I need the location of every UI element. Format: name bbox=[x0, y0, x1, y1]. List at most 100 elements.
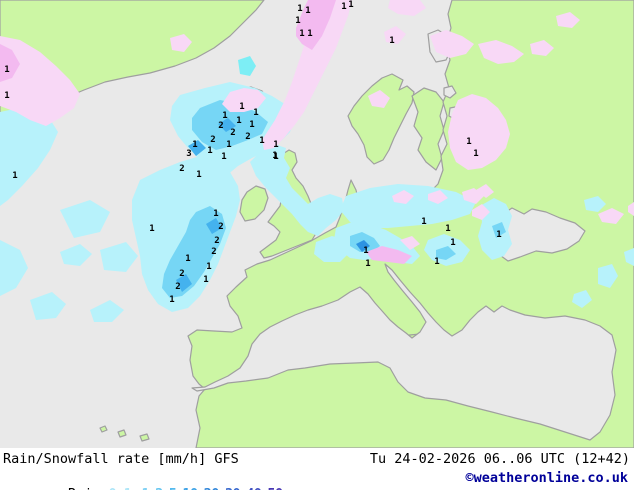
precip-value-label: 1 bbox=[389, 36, 394, 46]
rain-legend-value: 50 bbox=[267, 486, 283, 490]
precip-value-label: 1 bbox=[239, 102, 244, 112]
precip-value-label: 1 bbox=[473, 149, 478, 159]
precip-value-label: 1 bbox=[196, 170, 201, 180]
precip-value-label: 1 bbox=[213, 209, 218, 219]
rain-area bbox=[188, 140, 206, 156]
rain-area bbox=[436, 246, 456, 260]
snow-area bbox=[0, 36, 80, 126]
precip-value-label: 1 bbox=[259, 136, 264, 146]
rain-area bbox=[60, 244, 92, 266]
rain-area bbox=[624, 248, 634, 266]
snow-area bbox=[222, 88, 266, 112]
rain-area bbox=[250, 144, 344, 236]
snow-area bbox=[384, 26, 406, 44]
rain-legend-value: 10 bbox=[182, 486, 198, 490]
snow-area bbox=[400, 236, 420, 250]
rain-legend-value: 40 bbox=[246, 486, 262, 490]
precip-value-label: 1 bbox=[363, 246, 368, 256]
rain-legend-value: 20 bbox=[204, 486, 220, 490]
precip-value-label: 1 bbox=[305, 6, 310, 16]
snow-area bbox=[476, 184, 494, 198]
caption-area: Rain/Snowfall rate [mm/h] GFS Tu 24-02-2… bbox=[0, 448, 634, 490]
precip-value-label: 1 bbox=[253, 108, 258, 118]
snow-area bbox=[472, 204, 490, 220]
rain-area bbox=[238, 56, 256, 76]
sea-mediterranean bbox=[191, 263, 617, 441]
precip-value-label: 1 bbox=[466, 137, 471, 147]
copyright-text: ©weatheronline.co.uk bbox=[465, 470, 628, 486]
rain-area bbox=[356, 240, 370, 252]
precip-value-label: 1 bbox=[192, 140, 197, 150]
snow-area bbox=[448, 94, 510, 170]
precip-value-label: 1 bbox=[273, 152, 278, 162]
precip-value-label: 2 bbox=[175, 282, 180, 292]
rain-legend-label: Rain bbox=[68, 486, 101, 490]
precip-value-label: 1 bbox=[307, 29, 312, 39]
rain-legend-scale: 0.1 1 2 5 10 20 30 40 50 bbox=[109, 486, 289, 490]
precip-value-label: 1 bbox=[12, 171, 17, 181]
chart-title: Rain/Snowfall rate [mm/h] GFS bbox=[3, 451, 239, 467]
precip-value-label: 1 bbox=[273, 140, 278, 150]
rain-legend-value: 30 bbox=[225, 486, 241, 490]
land-canary-2 bbox=[139, 433, 150, 442]
precip-value-label: 1 bbox=[4, 65, 9, 75]
rain-area bbox=[100, 242, 138, 272]
precip-value-label: 1 bbox=[222, 111, 227, 121]
snow-area bbox=[428, 190, 448, 204]
land-madeira bbox=[99, 425, 108, 433]
snow-area bbox=[170, 34, 192, 52]
precip-value-label: 1 bbox=[221, 152, 226, 162]
precip-value-label: 2 bbox=[245, 132, 250, 142]
precip-value-label: 1 bbox=[203, 275, 208, 285]
precip-value-label: 1 bbox=[434, 257, 439, 267]
precip-value-label: 1 bbox=[295, 16, 300, 26]
rain-area bbox=[206, 218, 222, 234]
precip-value-label: 2 bbox=[211, 247, 216, 257]
rain-area bbox=[492, 222, 506, 238]
precip-value-label: 1 bbox=[207, 146, 212, 156]
snow-area bbox=[262, 0, 352, 150]
precip-value-label: 1 bbox=[348, 0, 353, 10]
precip-value-label: 2 bbox=[214, 236, 219, 246]
caption-row-1: Rain/Snowfall rate [mm/h] GFS Tu 24-02-2… bbox=[0, 451, 634, 469]
snow-area bbox=[388, 0, 426, 16]
snow-area bbox=[392, 190, 414, 204]
snow-area bbox=[598, 208, 624, 224]
precip-value-label: 2 bbox=[230, 128, 235, 138]
rain-area bbox=[584, 196, 606, 212]
snow-area bbox=[430, 30, 474, 58]
rain-area bbox=[572, 290, 592, 308]
precip-value-label: 1 bbox=[365, 259, 370, 269]
precip-value-label: 2 bbox=[218, 121, 223, 131]
snow-area bbox=[556, 12, 580, 28]
rain-legend-value: 1 bbox=[141, 486, 149, 490]
rain-area bbox=[598, 264, 618, 288]
rain-area bbox=[0, 106, 58, 206]
precip-value-label: 1 bbox=[169, 295, 174, 305]
rain-area bbox=[90, 300, 124, 322]
precip-value-label: 1 bbox=[450, 238, 455, 248]
precip-value-label: 2 bbox=[179, 164, 184, 174]
precip-value-label: 1 bbox=[206, 262, 211, 272]
precip-value-label: 1 bbox=[185, 254, 190, 264]
rain-area bbox=[30, 292, 66, 320]
precip-value-label: 1 bbox=[4, 91, 9, 101]
legend: Rain0.11251020304050 Snow:0.112510203040… bbox=[3, 470, 297, 490]
caption-row-2: Rain0.11251020304050 Snow:0.112510203040… bbox=[0, 470, 634, 490]
sea-black-sea bbox=[491, 207, 586, 262]
rain-legend-value: 2 bbox=[155, 486, 163, 490]
precip-value-label: 1 bbox=[226, 140, 231, 150]
snow-area bbox=[296, 0, 336, 50]
precip-value-label: 1 bbox=[341, 2, 346, 12]
land-ireland bbox=[239, 185, 269, 222]
rain-area bbox=[60, 200, 110, 238]
rain-legend-value: 5 bbox=[169, 486, 177, 490]
precip-value-label: 1 bbox=[297, 4, 302, 14]
precip-value-label: 3 bbox=[186, 149, 191, 159]
precip-value-label: 1 bbox=[272, 151, 277, 161]
sea-lake-ladoga bbox=[443, 85, 457, 99]
rain-legend-value: 0.1 bbox=[109, 486, 132, 490]
precip-value-label: 1 bbox=[236, 116, 241, 126]
